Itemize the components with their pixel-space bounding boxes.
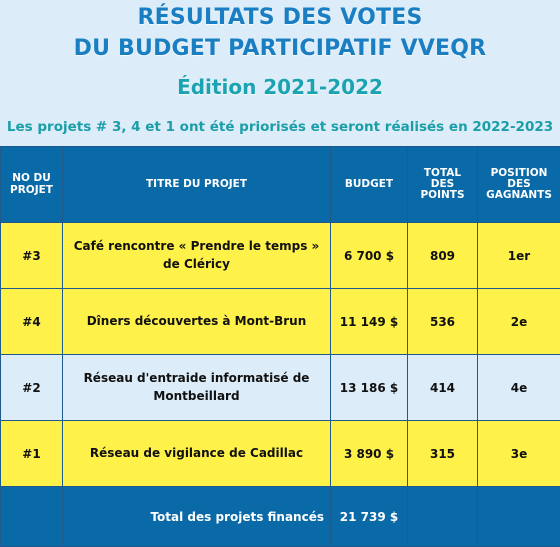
project-title: Dîners découvertes à Mont-Brun [63,289,331,355]
project-number: #2 [1,355,63,421]
project-points: 414 [408,355,478,421]
total-empty-points [408,487,478,547]
table-row: #3 Café rencontre « Prendre le temps » d… [1,223,560,289]
total-row: Total des projets financés 21 739 $ [1,487,560,547]
results-table: NO DU PROJET TITRE DU PROJET BUDGET TOTA… [0,146,560,547]
project-number: #4 [1,289,63,355]
table-header-row: NO DU PROJET TITRE DU PROJET BUDGET TOTA… [1,147,560,223]
col-header-position: POSITION DES GAGNANTS [478,147,560,223]
project-position: 1er [478,223,560,289]
table-row: #1 Réseau de vigilance de Cadillac 3 890… [1,421,560,487]
col-header-points: TOTAL DES POINTS [408,147,478,223]
project-points: 315 [408,421,478,487]
project-position: 4e [478,355,560,421]
project-title: Réseau d'entraide informatisé de Montbei… [63,355,331,421]
project-title: Café rencontre « Prendre le temps » de C… [63,223,331,289]
title-line-1: RÉSULTATS DES VOTES [0,5,560,30]
table-row: #4 Dîners découvertes à Mont-Brun 11 149… [1,289,560,355]
project-points: 809 [408,223,478,289]
project-number: #3 [1,223,63,289]
project-budget: 6 700 $ [331,223,408,289]
col-header-no: NO DU PROJET [1,147,63,223]
project-budget: 3 890 $ [331,421,408,487]
total-empty-cell [1,487,63,547]
project-position: 3e [478,421,560,487]
project-budget: 13 186 $ [331,355,408,421]
project-number: #1 [1,421,63,487]
project-position: 2e [478,289,560,355]
total-budget: 21 739 $ [331,487,408,547]
project-budget: 11 149 $ [331,289,408,355]
total-label: Total des projets financés [63,487,331,547]
title-line-2: DU BUDGET PARTICIPATIF VVEQR [0,36,560,61]
edition-title: Édition 2021-2022 [0,75,560,99]
project-points: 536 [408,289,478,355]
priority-subtitle: Les projets # 3, 4 et 1 ont été priorisé… [0,119,560,135]
col-header-budget: BUDGET [331,147,408,223]
col-header-title: TITRE DU PROJET [63,147,331,223]
table-row: #2 Réseau d'entraide informatisé de Mont… [1,355,560,421]
project-title: Réseau de vigilance de Cadillac [63,421,331,487]
total-empty-position [478,487,560,547]
